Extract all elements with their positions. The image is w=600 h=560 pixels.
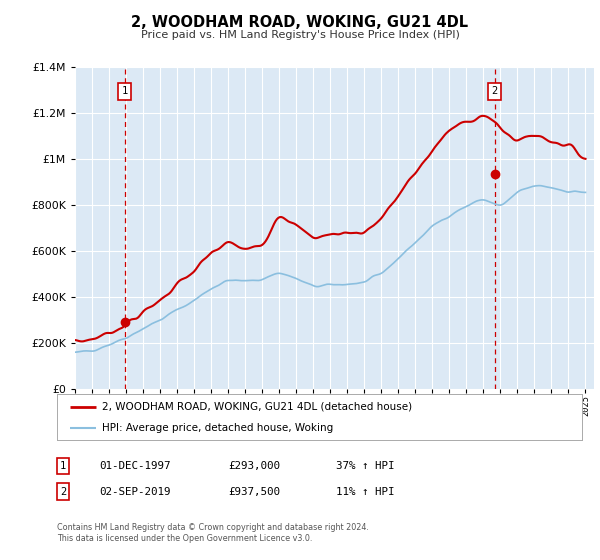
Text: 2: 2 [491,86,498,96]
Text: Contains HM Land Registry data © Crown copyright and database right 2024.: Contains HM Land Registry data © Crown c… [57,523,369,532]
Text: HPI: Average price, detached house, Woking: HPI: Average price, detached house, Woki… [101,423,333,433]
Text: 1: 1 [60,461,66,471]
Text: £293,000: £293,000 [228,461,280,471]
Text: 11% ↑ HPI: 11% ↑ HPI [336,487,395,497]
Text: 37% ↑ HPI: 37% ↑ HPI [336,461,395,471]
Text: 2, WOODHAM ROAD, WOKING, GU21 4DL (detached house): 2, WOODHAM ROAD, WOKING, GU21 4DL (detac… [101,402,412,412]
Text: 2, WOODHAM ROAD, WOKING, GU21 4DL: 2, WOODHAM ROAD, WOKING, GU21 4DL [131,15,469,30]
Text: 02-SEP-2019: 02-SEP-2019 [99,487,170,497]
Text: 2: 2 [60,487,66,497]
Text: This data is licensed under the Open Government Licence v3.0.: This data is licensed under the Open Gov… [57,534,313,543]
Text: 01-DEC-1997: 01-DEC-1997 [99,461,170,471]
Text: 1: 1 [122,86,128,96]
Text: Price paid vs. HM Land Registry's House Price Index (HPI): Price paid vs. HM Land Registry's House … [140,30,460,40]
Text: £937,500: £937,500 [228,487,280,497]
